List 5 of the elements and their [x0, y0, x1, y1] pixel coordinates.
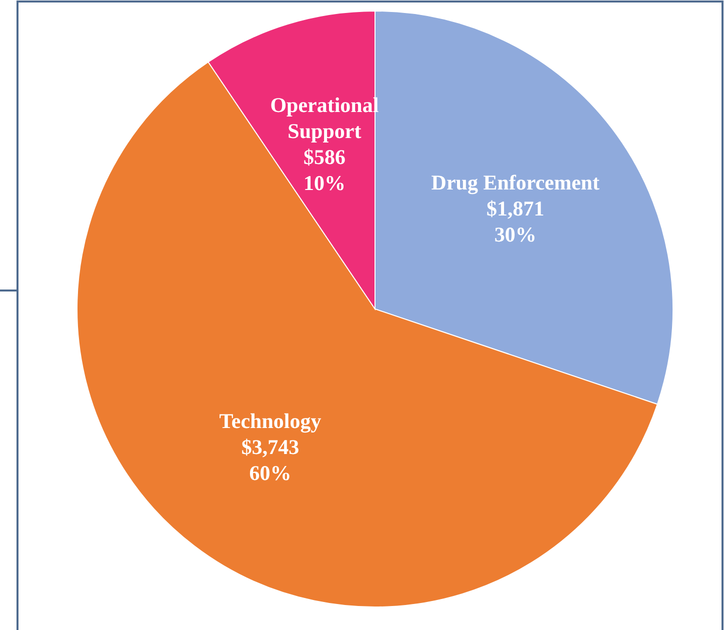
data-label: $3,743 60%	[241, 434, 300, 485]
slice-label: Drug Enforcement	[431, 170, 600, 195]
slice-label: Technology	[219, 408, 322, 433]
data-label: $586 10%	[303, 145, 346, 196]
data-label: $1,871 30%	[486, 196, 544, 247]
